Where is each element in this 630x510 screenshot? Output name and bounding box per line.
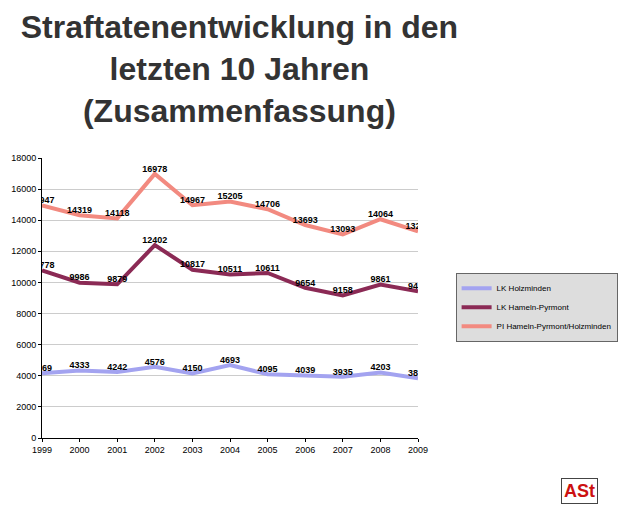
svg-text:0: 0 — [31, 433, 36, 443]
svg-text:2008: 2008 — [370, 445, 390, 455]
svg-text:9654: 9654 — [295, 278, 315, 288]
svg-text:4242: 4242 — [107, 362, 127, 372]
svg-text:10778: 10778 — [42, 260, 55, 270]
svg-text:2009: 2009 — [408, 445, 428, 455]
svg-text:14118: 14118 — [105, 208, 130, 218]
svg-text:2002: 2002 — [145, 445, 165, 455]
svg-text:14000: 14000 — [11, 215, 36, 225]
svg-text:14706: 14706 — [255, 199, 280, 209]
svg-text:2000: 2000 — [70, 445, 90, 455]
svg-text:PI Hameln-Pyrmont/Holzminden: PI Hameln-Pyrmont/Holzminden — [497, 322, 611, 331]
svg-text:8000: 8000 — [16, 309, 36, 319]
svg-text:10511: 10511 — [218, 264, 243, 274]
svg-text:Straftatenentwicklung in denle: Straftatenentwicklung in denletzten 10 J… — [21, 9, 458, 128]
svg-text:16978: 16978 — [142, 164, 167, 174]
svg-text:2001: 2001 — [107, 445, 127, 455]
svg-text:18000: 18000 — [11, 153, 36, 163]
svg-text:3837: 3837 — [408, 368, 418, 378]
svg-text:2000: 2000 — [16, 402, 36, 412]
svg-text:3935: 3935 — [333, 367, 353, 377]
svg-text:4039: 4039 — [295, 365, 315, 375]
svg-text:4150: 4150 — [182, 363, 202, 373]
svg-text:2006: 2006 — [295, 445, 315, 455]
svg-text:14967: 14967 — [180, 195, 205, 205]
svg-text:LK Holzminden: LK Holzminden — [497, 284, 551, 293]
svg-text:12000: 12000 — [11, 246, 36, 256]
svg-text:4333: 4333 — [70, 360, 90, 370]
svg-text:10611: 10611 — [255, 263, 280, 273]
svg-text:4000: 4000 — [16, 371, 36, 381]
svg-text:2003: 2003 — [182, 445, 202, 455]
svg-text:13093: 13093 — [330, 224, 355, 234]
svg-text:14319: 14319 — [67, 205, 92, 215]
svg-text:14947: 14947 — [42, 195, 55, 205]
svg-text:4693: 4693 — [220, 355, 240, 365]
svg-text:1999: 1999 — [32, 445, 52, 455]
svg-text:2004: 2004 — [220, 445, 240, 455]
svg-text:15205: 15205 — [217, 191, 242, 201]
svg-text:9879: 9879 — [107, 274, 127, 284]
svg-text:6000: 6000 — [16, 340, 36, 350]
svg-text:9440: 9440 — [408, 281, 418, 291]
svg-text:LK Hameln-Pyrmont: LK Hameln-Pyrmont — [497, 303, 570, 312]
svg-text:4203: 4203 — [370, 362, 390, 372]
svg-text:10000: 10000 — [11, 278, 36, 288]
svg-text:14064: 14064 — [368, 209, 393, 219]
svg-text:13277: 13277 — [405, 221, 418, 231]
svg-text:9861: 9861 — [370, 274, 390, 284]
svg-text:16000: 16000 — [11, 184, 36, 194]
svg-text:9986: 9986 — [70, 272, 90, 282]
svg-text:2007: 2007 — [333, 445, 353, 455]
svg-text:12402: 12402 — [142, 235, 167, 245]
svg-text:13693: 13693 — [293, 215, 318, 225]
svg-text:9158: 9158 — [333, 285, 353, 295]
svg-text:4169: 4169 — [42, 363, 52, 373]
svg-text:4576: 4576 — [145, 357, 165, 367]
svg-text:4095: 4095 — [258, 364, 278, 374]
svg-text:ASt: ASt — [564, 481, 595, 501]
svg-text:2005: 2005 — [258, 445, 278, 455]
svg-text:10817: 10817 — [180, 259, 205, 269]
